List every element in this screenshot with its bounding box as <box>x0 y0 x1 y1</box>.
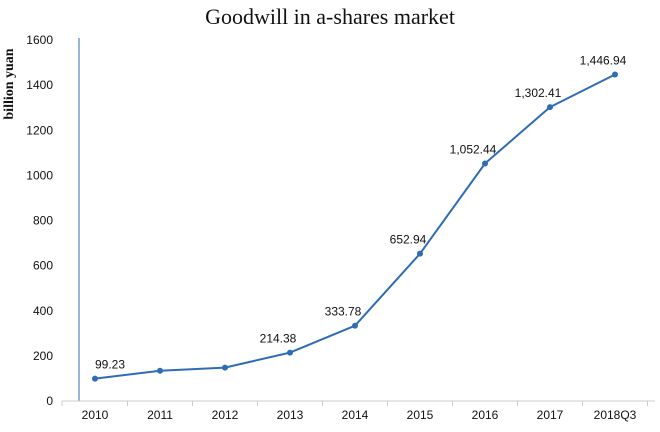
data-point <box>612 71 618 78</box>
x-tick-label: 2016 <box>472 408 499 422</box>
data-label: 1,052.44 <box>450 143 497 157</box>
x-tick-label: 2013 <box>277 408 304 422</box>
x-tick-label: 2018Q3 <box>594 408 637 422</box>
data-point <box>92 375 98 382</box>
data-label: 652.94 <box>390 233 427 247</box>
data-label: 333.78 <box>325 305 362 319</box>
x-tick-label: 2017 <box>537 408 564 422</box>
y-tick-label: 1400 <box>26 78 53 92</box>
data-label: 99.23 <box>95 358 125 372</box>
data-point <box>157 367 163 374</box>
y-tick-label: 1600 <box>26 33 53 47</box>
x-tick-label: 2015 <box>407 408 434 422</box>
y-tick-label: 800 <box>33 214 53 228</box>
y-tick-label: 1000 <box>26 168 53 182</box>
data-label: 1,302.41 <box>515 86 562 100</box>
y-tick-label: 400 <box>33 304 53 318</box>
y-tick-label: 200 <box>33 349 53 363</box>
x-tick-label: 2010 <box>82 408 109 422</box>
data-point <box>287 349 293 356</box>
y-tick-label: 1200 <box>26 123 53 137</box>
data-point <box>222 364 228 371</box>
x-axis-ticks: 2010 2011 2012 2013 2014 2015 2016 2017 2018Q3 <box>61 401 648 422</box>
x-tick-label: 2012 <box>212 408 239 422</box>
y-tick-label: 600 <box>33 259 53 273</box>
data-point <box>547 104 553 111</box>
y-tick-label: 0 <box>46 394 53 408</box>
data-point <box>482 160 488 167</box>
data-labels: 99.23 214.38 333.78 652.94 1,052.44 1,302.41 1… <box>95 54 627 372</box>
data-point <box>417 250 423 257</box>
y-axis-ticks: 0 200 400 600 800 1000 1200 1400 1600 <box>26 33 53 408</box>
x-tick-label: 2014 <box>342 408 369 422</box>
series-line <box>94 73 616 380</box>
chart-title: Goodwill in a-shares market <box>205 4 455 29</box>
data-label: 214.38 <box>260 332 297 346</box>
data-point <box>352 322 358 329</box>
data-points <box>92 71 618 382</box>
x-tick-label: 2011 <box>147 408 173 422</box>
data-label: 1,446.94 <box>580 54 627 68</box>
